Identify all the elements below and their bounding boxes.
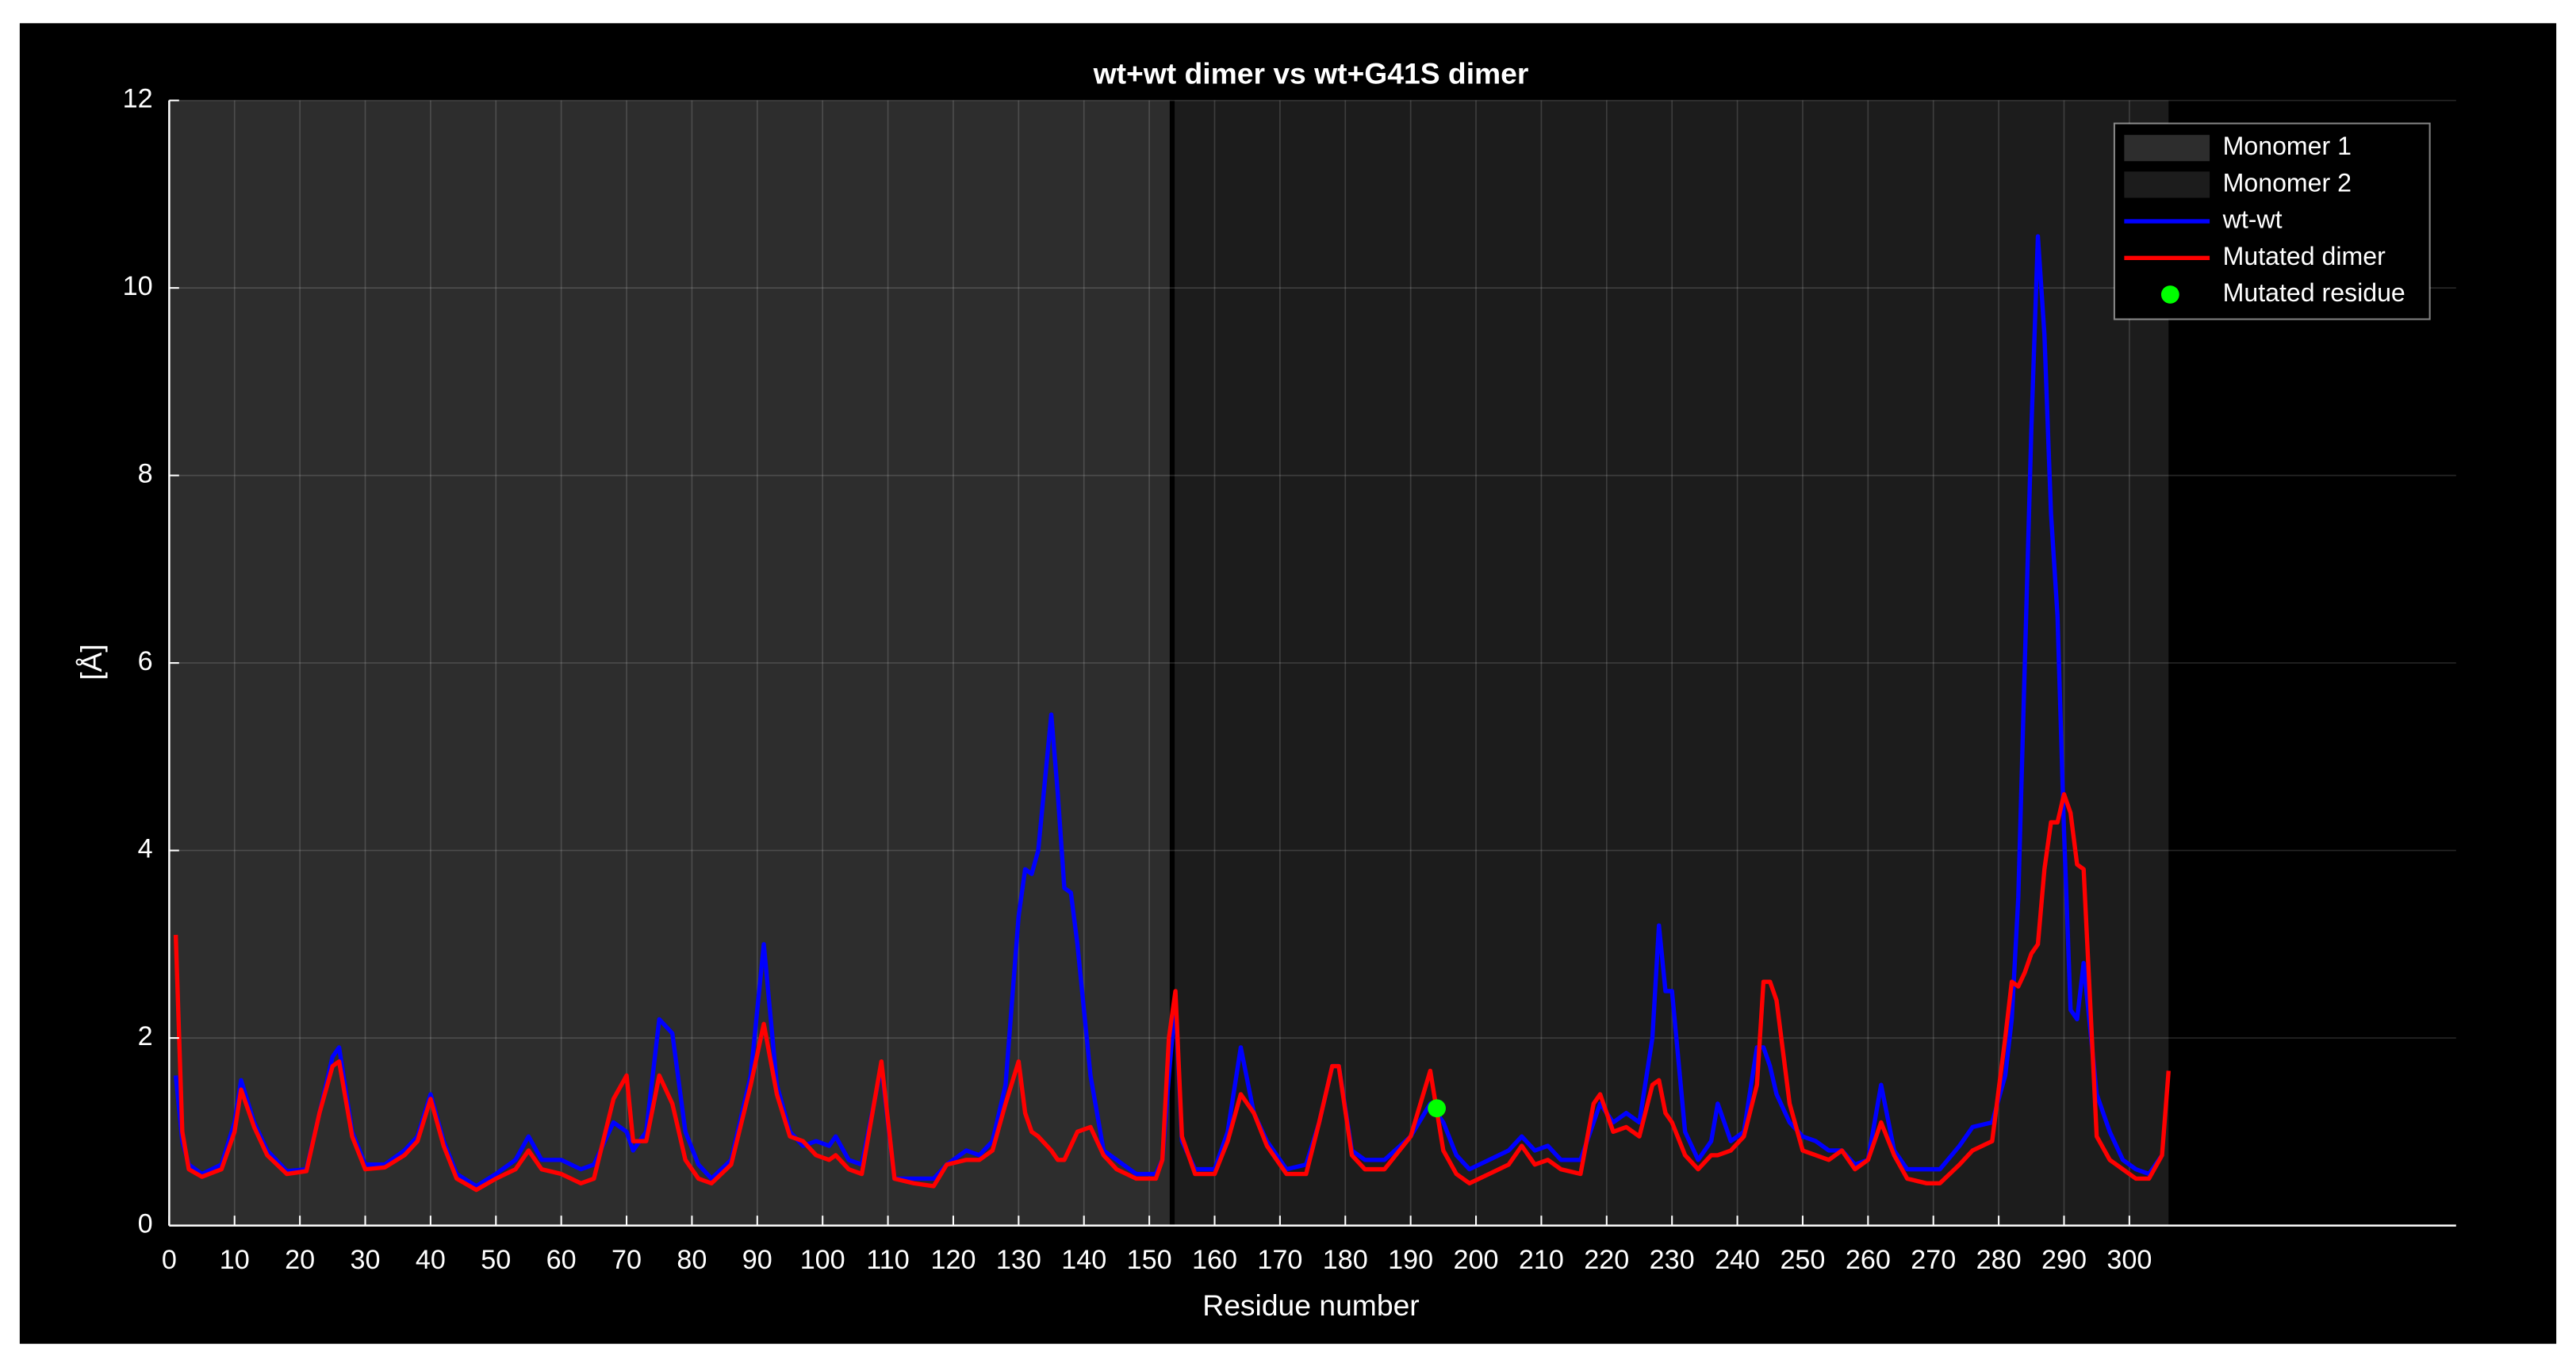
- axes: 0 10 20 30 40 50 60 70 80 90 100 110 120 130 140 150 160…: [123, 84, 2456, 1275]
- y-axis-label: [Å]: [75, 644, 108, 680]
- region: [1171, 100, 2169, 1226]
- x-tick-label: 240: [1715, 1245, 1760, 1275]
- x-tick-label: 250: [1780, 1245, 1825, 1275]
- legend-label: Monomer 1: [2223, 132, 2352, 160]
- legend-label: wt-wt: [2222, 205, 2283, 234]
- y-tick-label: 8: [138, 459, 153, 489]
- x-tick-label: 290: [2041, 1245, 2087, 1275]
- x-tick-label: 190: [1388, 1245, 1433, 1275]
- grid: [168, 99, 2456, 1227]
- x-tick-label: 260: [1846, 1245, 1891, 1275]
- regions: [169, 100, 2169, 1226]
- x-tick-label: 300: [2106, 1245, 2152, 1275]
- y-tick-label: 2: [138, 1021, 153, 1051]
- x-tick-label: 130: [996, 1245, 1041, 1275]
- x-tick-label: 270: [1911, 1245, 1956, 1275]
- x-tick-label: 220: [1584, 1245, 1629, 1275]
- y-tick-label: 4: [138, 834, 153, 864]
- legend-label: Mutated residue: [2223, 278, 2405, 307]
- x-tick-label: 30: [351, 1245, 381, 1275]
- x-tick-label: 160: [1192, 1245, 1237, 1275]
- x-tick-label: 200: [1454, 1245, 1499, 1275]
- legend-label: Monomer 2: [2223, 168, 2352, 197]
- x-tick-label: 90: [742, 1245, 772, 1275]
- x-tick-label: 110: [866, 1245, 909, 1275]
- mutated-residue-marker: [1428, 1099, 1446, 1118]
- data-line: [173, 234, 2164, 1189]
- x-tick-label: 230: [1650, 1245, 1695, 1275]
- x-tick-label: 180: [1323, 1245, 1368, 1275]
- region: [169, 100, 1172, 1226]
- x-axis-label: Residue number: [1202, 1289, 1419, 1322]
- chart-title: wt+wt dimer vs wt+G41S dimer: [1093, 56, 1529, 90]
- x-tick-label: 40: [416, 1245, 446, 1275]
- y-tick-label: 6: [138, 646, 153, 676]
- x-tick-label: 10: [220, 1245, 250, 1275]
- x-tick-label: 210: [1519, 1245, 1564, 1275]
- x-tick-label: 120: [930, 1245, 976, 1275]
- x-tick-label: 0: [162, 1245, 177, 1275]
- x-tick-label: 100: [800, 1245, 845, 1275]
- legend-swatch: [2124, 135, 2210, 162]
- x-tick-label: 280: [1976, 1245, 2022, 1275]
- legend-swatch: [2160, 285, 2179, 304]
- lines: [173, 234, 2171, 1193]
- legend: Monomer 1 Monomer 2 wt-wt Mutated dimer Muta…: [2113, 122, 2431, 320]
- legend-swatch: [2124, 171, 2210, 198]
- y-tick-label: 12: [123, 84, 153, 114]
- y-tick-label: 0: [138, 1209, 153, 1239]
- x-tick-label: 80: [677, 1245, 707, 1275]
- data-line: [173, 791, 2171, 1193]
- x-tick-label: 60: [546, 1245, 577, 1275]
- x-tick-label: 50: [481, 1245, 511, 1275]
- x-tick-label: 20: [285, 1245, 315, 1275]
- legend-label: Mutated dimer: [2223, 242, 2386, 270]
- x-tick-label: 70: [611, 1245, 642, 1275]
- y-tick-label: 10: [123, 271, 153, 301]
- x-tick-label: 170: [1257, 1245, 1302, 1275]
- x-tick-label: 150: [1127, 1245, 1172, 1275]
- x-tick-label: 140: [1061, 1245, 1106, 1275]
